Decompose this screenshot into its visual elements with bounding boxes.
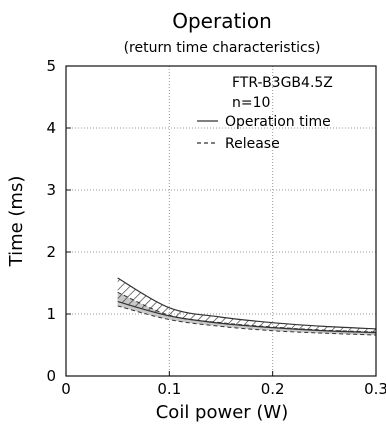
release-lower-line	[117, 305, 377, 336]
y-tick-label-0: 0	[46, 367, 56, 385]
chart-title: Operation	[172, 9, 272, 33]
legend-label-operation: Operation time	[225, 114, 331, 130]
y-tick-label-4: 4	[46, 119, 56, 137]
sample-count-annotation: n=10	[232, 95, 270, 111]
operation-time-band	[117, 278, 377, 333]
operation-time-lower-line	[117, 301, 377, 334]
chart-subtitle: (return time characteristics)	[124, 40, 321, 56]
legend-label-release: Release	[225, 136, 280, 152]
x-tick-label-0: 0	[61, 380, 71, 398]
release-band	[117, 292, 377, 336]
y-tick-label-5: 5	[46, 57, 56, 75]
y-axis-label: Time (ms)	[6, 176, 27, 268]
y-tick-label-2: 2	[46, 243, 56, 261]
x-axis-ticks: 0 0.1 0.2 0.3	[61, 371, 386, 398]
x-axis-label: Coil power (W)	[156, 402, 289, 423]
operation-time-upper-line	[117, 277, 377, 330]
y-tick-label-3: 3	[46, 181, 56, 199]
x-tick-label-1: 0.1	[157, 380, 181, 398]
legend: Operation time Release	[197, 114, 331, 152]
y-tick-label-1: 1	[46, 305, 56, 323]
data-bands	[117, 277, 377, 336]
x-tick-label-3: 0.3	[364, 380, 386, 398]
y-axis-ticks: 0 1 2 3 4 5	[46, 57, 71, 385]
plot-frame	[65, 65, 377, 377]
model-annotation: FTR-B3GB4.5Z	[232, 75, 333, 91]
x-tick-label-2: 0.2	[261, 380, 285, 398]
